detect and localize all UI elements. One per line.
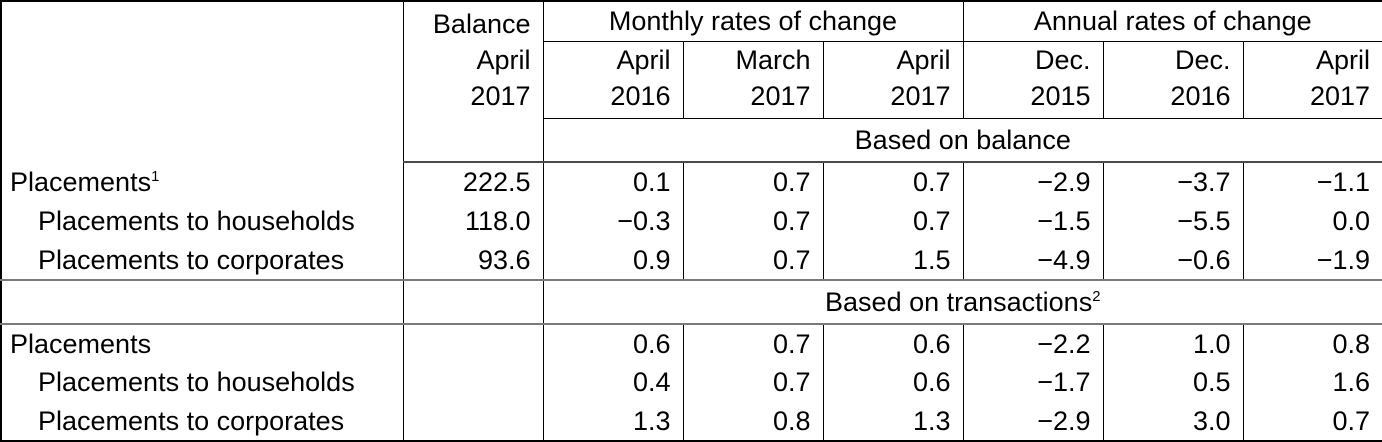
- row-label: Placements to corporates: [0, 240, 404, 280]
- row-label-text: Placements to households: [38, 367, 355, 398]
- cell-rate: −2.9: [962, 162, 1104, 202]
- row-label-text: Placements: [10, 166, 152, 197]
- column-header-april-2017-annual: April 2017: [1242, 41, 1382, 119]
- cell-rate: 1.5: [822, 240, 964, 280]
- section-band-transactions-row: Based on transactions2: [0, 278, 1382, 325]
- cell-rate: 0.7: [682, 362, 824, 402]
- cell-rate: −3.7: [1102, 162, 1244, 202]
- header-date-row: April 2016 March 2017 April 2017 Dec. 20…: [1, 41, 1382, 119]
- row-label-text: Placements to corporates: [38, 244, 345, 275]
- cell-rate: 0.6: [542, 323, 684, 363]
- balance-empty-cell: [402, 278, 544, 325]
- column-header-dec-2016: Dec. 2016: [1102, 41, 1244, 119]
- annual-rates-group-header: Annual rates of change: [962, 1, 1382, 42]
- cell-balance-empty: [402, 362, 544, 402]
- row-label-superscript: 1: [151, 168, 160, 185]
- cell-rate: 0.1: [542, 162, 684, 202]
- row-label: Placements to corporates: [0, 401, 404, 441]
- row-label: Placements to households: [0, 362, 404, 402]
- cell-rate: 0.7: [682, 240, 824, 280]
- cell-rate: −4.9: [962, 240, 1104, 280]
- column-header-dec-2015: Dec. 2015: [962, 41, 1104, 119]
- cell-rate: −0.6: [1102, 240, 1244, 280]
- date-line: April: [1316, 44, 1371, 75]
- header-group-row: Balance April 2017 Monthly rates of chan…: [0, 1, 1382, 163]
- date-line: March: [735, 44, 811, 75]
- date-line: April: [896, 44, 951, 75]
- cell-rate: 0.8: [682, 401, 824, 441]
- table-row-corporates-transactions: Placements to corporates 1.3 0.8 1.3 −2.…: [0, 401, 1382, 441]
- cell-balance: 93.6: [402, 240, 544, 280]
- table-row-placements-transactions: Placements 0.6 0.7 0.6 −2.2 1.0 0.8: [0, 323, 1382, 363]
- row-label-text: Placements to households: [38, 205, 355, 236]
- cell-rate: 0.7: [1242, 401, 1382, 441]
- cell-balance: 222.5: [402, 162, 544, 202]
- cell-rate: 1.3: [822, 401, 964, 441]
- date-line: 2016: [610, 80, 671, 111]
- date-line: 2016: [1170, 80, 1231, 111]
- balance-empty-cell: [402, 118, 544, 164]
- row-label: Placements1: [0, 162, 404, 202]
- date-line: Dec.: [1034, 44, 1091, 75]
- cell-rate: −2.9: [962, 401, 1104, 441]
- table-row-households-balance: Placements to households 118.0 −0.3 0.7 …: [0, 201, 1382, 241]
- date-line: 2017: [890, 80, 951, 111]
- cell-balance-empty: [402, 401, 544, 441]
- cell-rate: 0.7: [822, 162, 964, 202]
- cell-rate: 0.6: [822, 362, 964, 402]
- cell-balance-empty: [402, 323, 544, 363]
- label-empty-cell: [0, 278, 404, 325]
- column-header-april-2017: April 2017: [822, 41, 964, 119]
- row-label-text: Placements: [10, 328, 152, 359]
- column-header-april-2016: April 2016: [542, 41, 684, 119]
- corner-empty-cell: [0, 1, 404, 163]
- section-title-superscript: 2: [1092, 288, 1101, 305]
- cell-rate: 0.7: [682, 201, 824, 241]
- cell-rate: 1.3: [542, 401, 684, 441]
- table-row-households-transactions: Placements to households 0.4 0.7 0.6 −1.…: [0, 362, 1382, 402]
- table-row-corporates-balance: Placements to corporates 93.6 0.9 0.7 1.…: [0, 240, 1382, 280]
- cell-rate: 0.7: [682, 162, 824, 202]
- cell-rate: 0.9: [542, 240, 684, 280]
- row-label-text: Placements to corporates: [38, 405, 345, 436]
- column-header-march-2017: March 2017: [682, 41, 824, 119]
- section-title-based-on-transactions: Based on transactions2: [542, 278, 1382, 325]
- cell-rate: −5.5: [1102, 201, 1244, 241]
- row-label: Placements: [0, 323, 404, 363]
- balance-header-line: Balance: [432, 9, 531, 40]
- date-line: April: [616, 44, 671, 75]
- balance-header-line: 2017: [470, 81, 531, 112]
- cell-rate: 0.8: [1242, 323, 1382, 363]
- row-label: Placements to households: [0, 201, 404, 241]
- cell-balance: 118.0: [402, 201, 544, 241]
- section-title-text: Based on balance: [854, 125, 1071, 156]
- cell-rate: −1.5: [962, 201, 1104, 241]
- cell-rate: −1.9: [1242, 240, 1382, 280]
- date-line: 2015: [1030, 80, 1091, 111]
- cell-rate: 0.0: [1242, 201, 1382, 241]
- table-row-placements-balance: Placements1 222.5 0.1 0.7 0.7 −2.9 −3.7 …: [0, 162, 1382, 202]
- cell-rate: −0.3: [542, 201, 684, 241]
- cell-rate: 0.7: [822, 201, 964, 241]
- cell-rate: 1.6: [1242, 362, 1382, 402]
- date-line: 2017: [1309, 80, 1371, 111]
- section-title-based-on-balance: Based on balance: [542, 118, 1382, 164]
- cell-rate: −1.7: [962, 362, 1104, 402]
- cell-rate: 0.4: [542, 362, 684, 402]
- cell-rate: 0.6: [822, 323, 964, 363]
- cell-rate: −2.2: [962, 323, 1104, 363]
- cell-rate: 1.0: [1102, 323, 1244, 363]
- cell-rate: −1.1: [1242, 162, 1382, 202]
- date-line: 2017: [750, 80, 811, 111]
- cell-rate: 0.7: [682, 323, 824, 363]
- balance-column-header: Balance April 2017: [402, 1, 544, 119]
- section-title-text: Based on transactions: [825, 286, 1093, 317]
- section-band-balance-row: Based on balance: [1, 118, 1382, 164]
- monthly-rates-group-header: Monthly rates of change: [542, 1, 964, 42]
- date-line: Dec.: [1174, 44, 1231, 75]
- balance-header-line: April: [476, 45, 531, 76]
- cell-rate: 3.0: [1102, 401, 1244, 441]
- cell-rate: 0.5: [1102, 362, 1244, 402]
